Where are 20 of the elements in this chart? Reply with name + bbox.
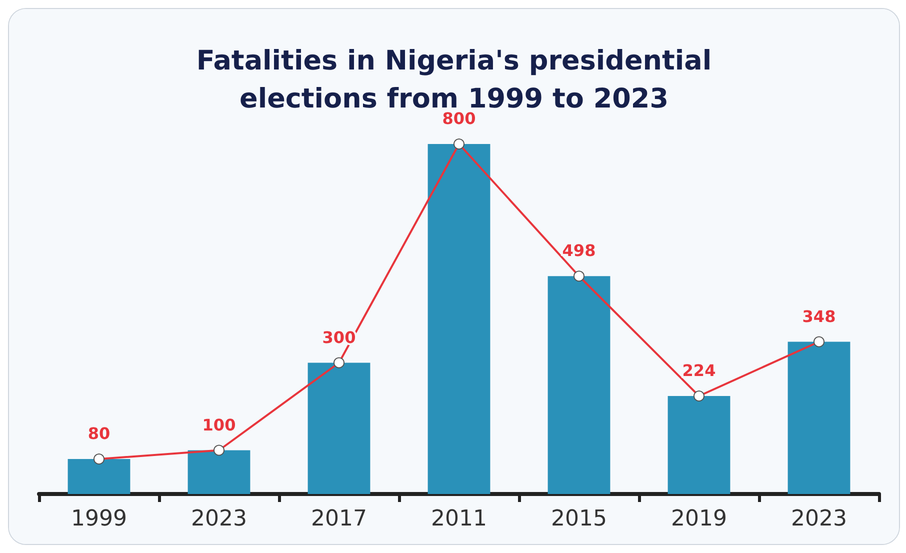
bar [668,396,730,494]
bar [788,342,850,494]
data-label: 348 [802,306,836,326]
data-label: 498 [562,241,596,260]
x-tick-label: 2023 [191,506,247,532]
bar [548,276,610,494]
bar [428,144,490,494]
x-tick-label: 2019 [671,506,727,532]
x-tick-label: 1999 [71,506,127,532]
data-label: 80 [88,424,110,443]
x-tick-label: 2023 [791,506,847,532]
x-tick-label: 2017 [311,506,367,532]
bar [188,450,250,494]
bar [68,459,130,494]
data-label: 100 [202,415,236,434]
data-label: 800 [442,109,476,128]
bar [308,362,370,494]
x-tick-label: 2015 [551,506,607,532]
data-label: 224 [682,361,716,380]
x-tick-label: 2011 [431,506,487,532]
